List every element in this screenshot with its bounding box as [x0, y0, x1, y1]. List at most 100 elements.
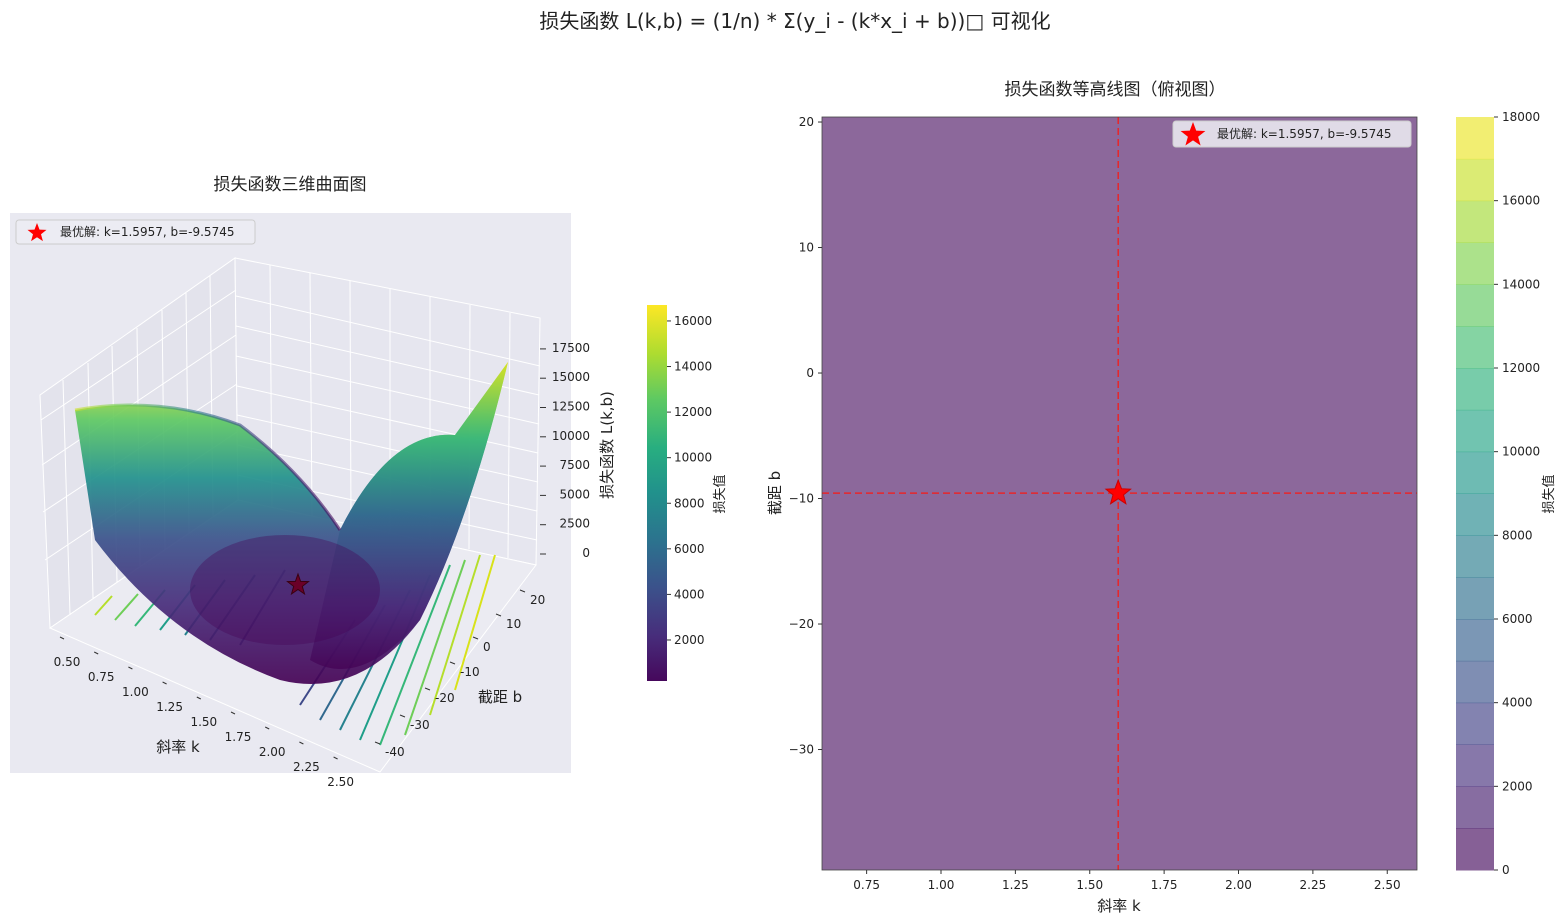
contour-cell	[862, 653, 866, 657]
contour-cell	[834, 861, 838, 865]
contour-cell	[894, 365, 898, 369]
contour-cell	[826, 317, 830, 321]
contour-cell	[822, 213, 826, 217]
contour-cell	[922, 469, 926, 473]
contour-cell	[842, 453, 846, 457]
contour-cell	[822, 865, 826, 869]
contour-cell	[862, 313, 866, 317]
contour-cell	[894, 165, 898, 169]
contour-cell	[870, 201, 874, 205]
contour-cell	[874, 289, 878, 293]
contour-cell	[882, 733, 886, 737]
contour-cell	[918, 741, 922, 745]
contour-cell	[890, 561, 894, 565]
contour-cell	[854, 265, 858, 269]
contour-cell	[906, 473, 910, 477]
contour-cell	[870, 397, 874, 401]
contour-cell	[882, 481, 886, 485]
contour-cell	[922, 597, 926, 601]
contour-cell	[850, 561, 854, 565]
contour-cell	[858, 561, 862, 565]
contour-cell	[918, 769, 922, 773]
contour-cell	[826, 489, 830, 493]
contour-cell	[866, 269, 870, 273]
contour-cell	[922, 585, 926, 589]
contour-cell	[878, 705, 882, 709]
contour-cell	[878, 349, 882, 353]
contour-cell	[842, 481, 846, 485]
contour-cell	[898, 601, 902, 605]
contour-cell	[826, 169, 830, 173]
contour-cell	[830, 309, 834, 313]
contour-cell	[914, 849, 918, 853]
contour-cell	[870, 321, 874, 325]
contour-cell	[854, 441, 858, 445]
contour-cell	[918, 261, 922, 265]
contour-cell	[842, 461, 846, 465]
contour-cell	[874, 317, 878, 321]
contour-cell	[846, 229, 850, 233]
contour-cell	[846, 717, 850, 721]
contour-cell	[902, 353, 906, 357]
contour-cell	[882, 497, 886, 501]
contour-cell	[902, 621, 906, 625]
contour-cell	[858, 609, 862, 613]
contour-cell	[870, 525, 874, 529]
contour-cell	[870, 641, 874, 645]
contour-cell	[838, 173, 842, 177]
contour-cell	[822, 453, 826, 457]
contour-cell	[898, 289, 902, 293]
contour-cell	[838, 869, 842, 873]
contour-cell	[898, 841, 902, 845]
contour-cell	[886, 757, 890, 761]
contour-cell	[866, 277, 870, 281]
contour-cell	[882, 277, 886, 281]
contour-cell	[854, 817, 858, 821]
contour-cell	[850, 489, 854, 493]
contour-cell	[822, 401, 826, 405]
contour-cell	[866, 825, 870, 829]
contour-cell	[838, 733, 842, 737]
contour-cell	[886, 645, 890, 649]
contour-cell	[830, 325, 834, 329]
contour-cell	[878, 357, 882, 361]
contour-cell	[834, 737, 838, 741]
contour-cell	[894, 361, 898, 365]
contour-cell	[858, 849, 862, 853]
contour-cell	[842, 449, 846, 453]
contour-cell	[842, 541, 846, 545]
contour-cell	[850, 773, 854, 777]
contour-cell	[870, 133, 874, 137]
contour-cell	[894, 221, 898, 225]
contour-cell	[898, 753, 902, 757]
contour-cell	[870, 157, 874, 161]
contour-cell	[910, 537, 914, 541]
contour-cell	[854, 293, 858, 297]
contour-cell	[914, 865, 918, 869]
contour-cell	[910, 729, 914, 733]
contour-cell	[894, 685, 898, 689]
contour-cell	[826, 505, 830, 509]
contour-cell	[906, 153, 910, 157]
contour-cell	[834, 241, 838, 245]
contour-cell	[914, 141, 918, 145]
contour-cell	[830, 865, 834, 869]
contour-cell	[890, 277, 894, 281]
contour-cell	[882, 213, 886, 217]
contour-cell	[902, 629, 906, 633]
contour-cell	[902, 221, 906, 225]
contour-cell	[878, 217, 882, 221]
contour-cell	[822, 317, 826, 321]
contour-cell	[894, 161, 898, 165]
contour-cell	[910, 649, 914, 653]
contour-cell	[910, 561, 914, 565]
contour-cell	[854, 445, 858, 449]
contour-cell	[902, 281, 906, 285]
contour-cell	[866, 473, 870, 477]
contour-cell	[838, 661, 842, 665]
contour-cell	[830, 545, 834, 549]
contour-cell	[842, 365, 846, 369]
contour-cell	[870, 773, 874, 777]
contour-cell	[842, 725, 846, 729]
contour-cell	[838, 369, 842, 373]
